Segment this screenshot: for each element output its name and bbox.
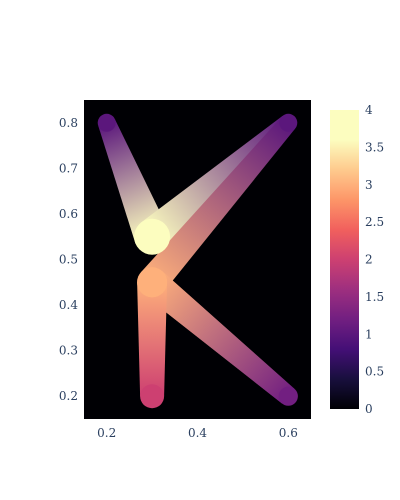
- data-point: [134, 218, 171, 255]
- colorbar: [330, 110, 359, 409]
- colorbar-tick-label: 4: [365, 103, 373, 117]
- colorbar-tick-label: 2.5: [365, 215, 384, 229]
- colorbar-axis: 0 0.5 1 1.5 2 2.5 3 3.5 4: [365, 103, 384, 416]
- y-tick-label: 0.6: [59, 207, 78, 221]
- data-point: [97, 113, 116, 132]
- x-tick-label: 0.2: [97, 426, 116, 440]
- y-tick-label: 0.3: [59, 344, 78, 358]
- line-segment: [142, 270, 295, 404]
- data-point: [140, 384, 165, 409]
- colorbar-tick-label: 2: [365, 253, 373, 267]
- colorbar-tick-label: 0: [365, 402, 373, 416]
- y-axis: 0.2 0.3 0.4 0.5 0.6 0.7 0.8: [59, 116, 78, 403]
- colorbar-tick-label: 3: [365, 178, 373, 192]
- colorbar-tick-label: 1.5: [365, 290, 384, 304]
- y-tick-label: 0.5: [59, 253, 78, 267]
- chart-marks: [97, 113, 298, 409]
- line-segment: [137, 282, 168, 397]
- y-tick-label: 0.8: [59, 116, 78, 130]
- data-point: [137, 267, 168, 298]
- colorbar-tick-label: 1: [365, 327, 373, 341]
- y-tick-label: 0.2: [59, 389, 78, 403]
- y-tick-label: 0.4: [59, 298, 78, 312]
- x-axis: 0.2 0.4 0.6: [97, 426, 298, 440]
- colorbar-tick-label: 0.5: [365, 365, 384, 379]
- line-segment: [98, 119, 169, 244]
- y-tick-label: 0.7: [59, 161, 78, 175]
- line-segment: [140, 116, 296, 293]
- x-tick-label: 0.4: [188, 426, 207, 440]
- x-tick-label: 0.6: [279, 426, 298, 440]
- data-point: [279, 113, 298, 132]
- colorbar-tick-label: 3.5: [365, 140, 384, 154]
- data-point: [278, 386, 298, 406]
